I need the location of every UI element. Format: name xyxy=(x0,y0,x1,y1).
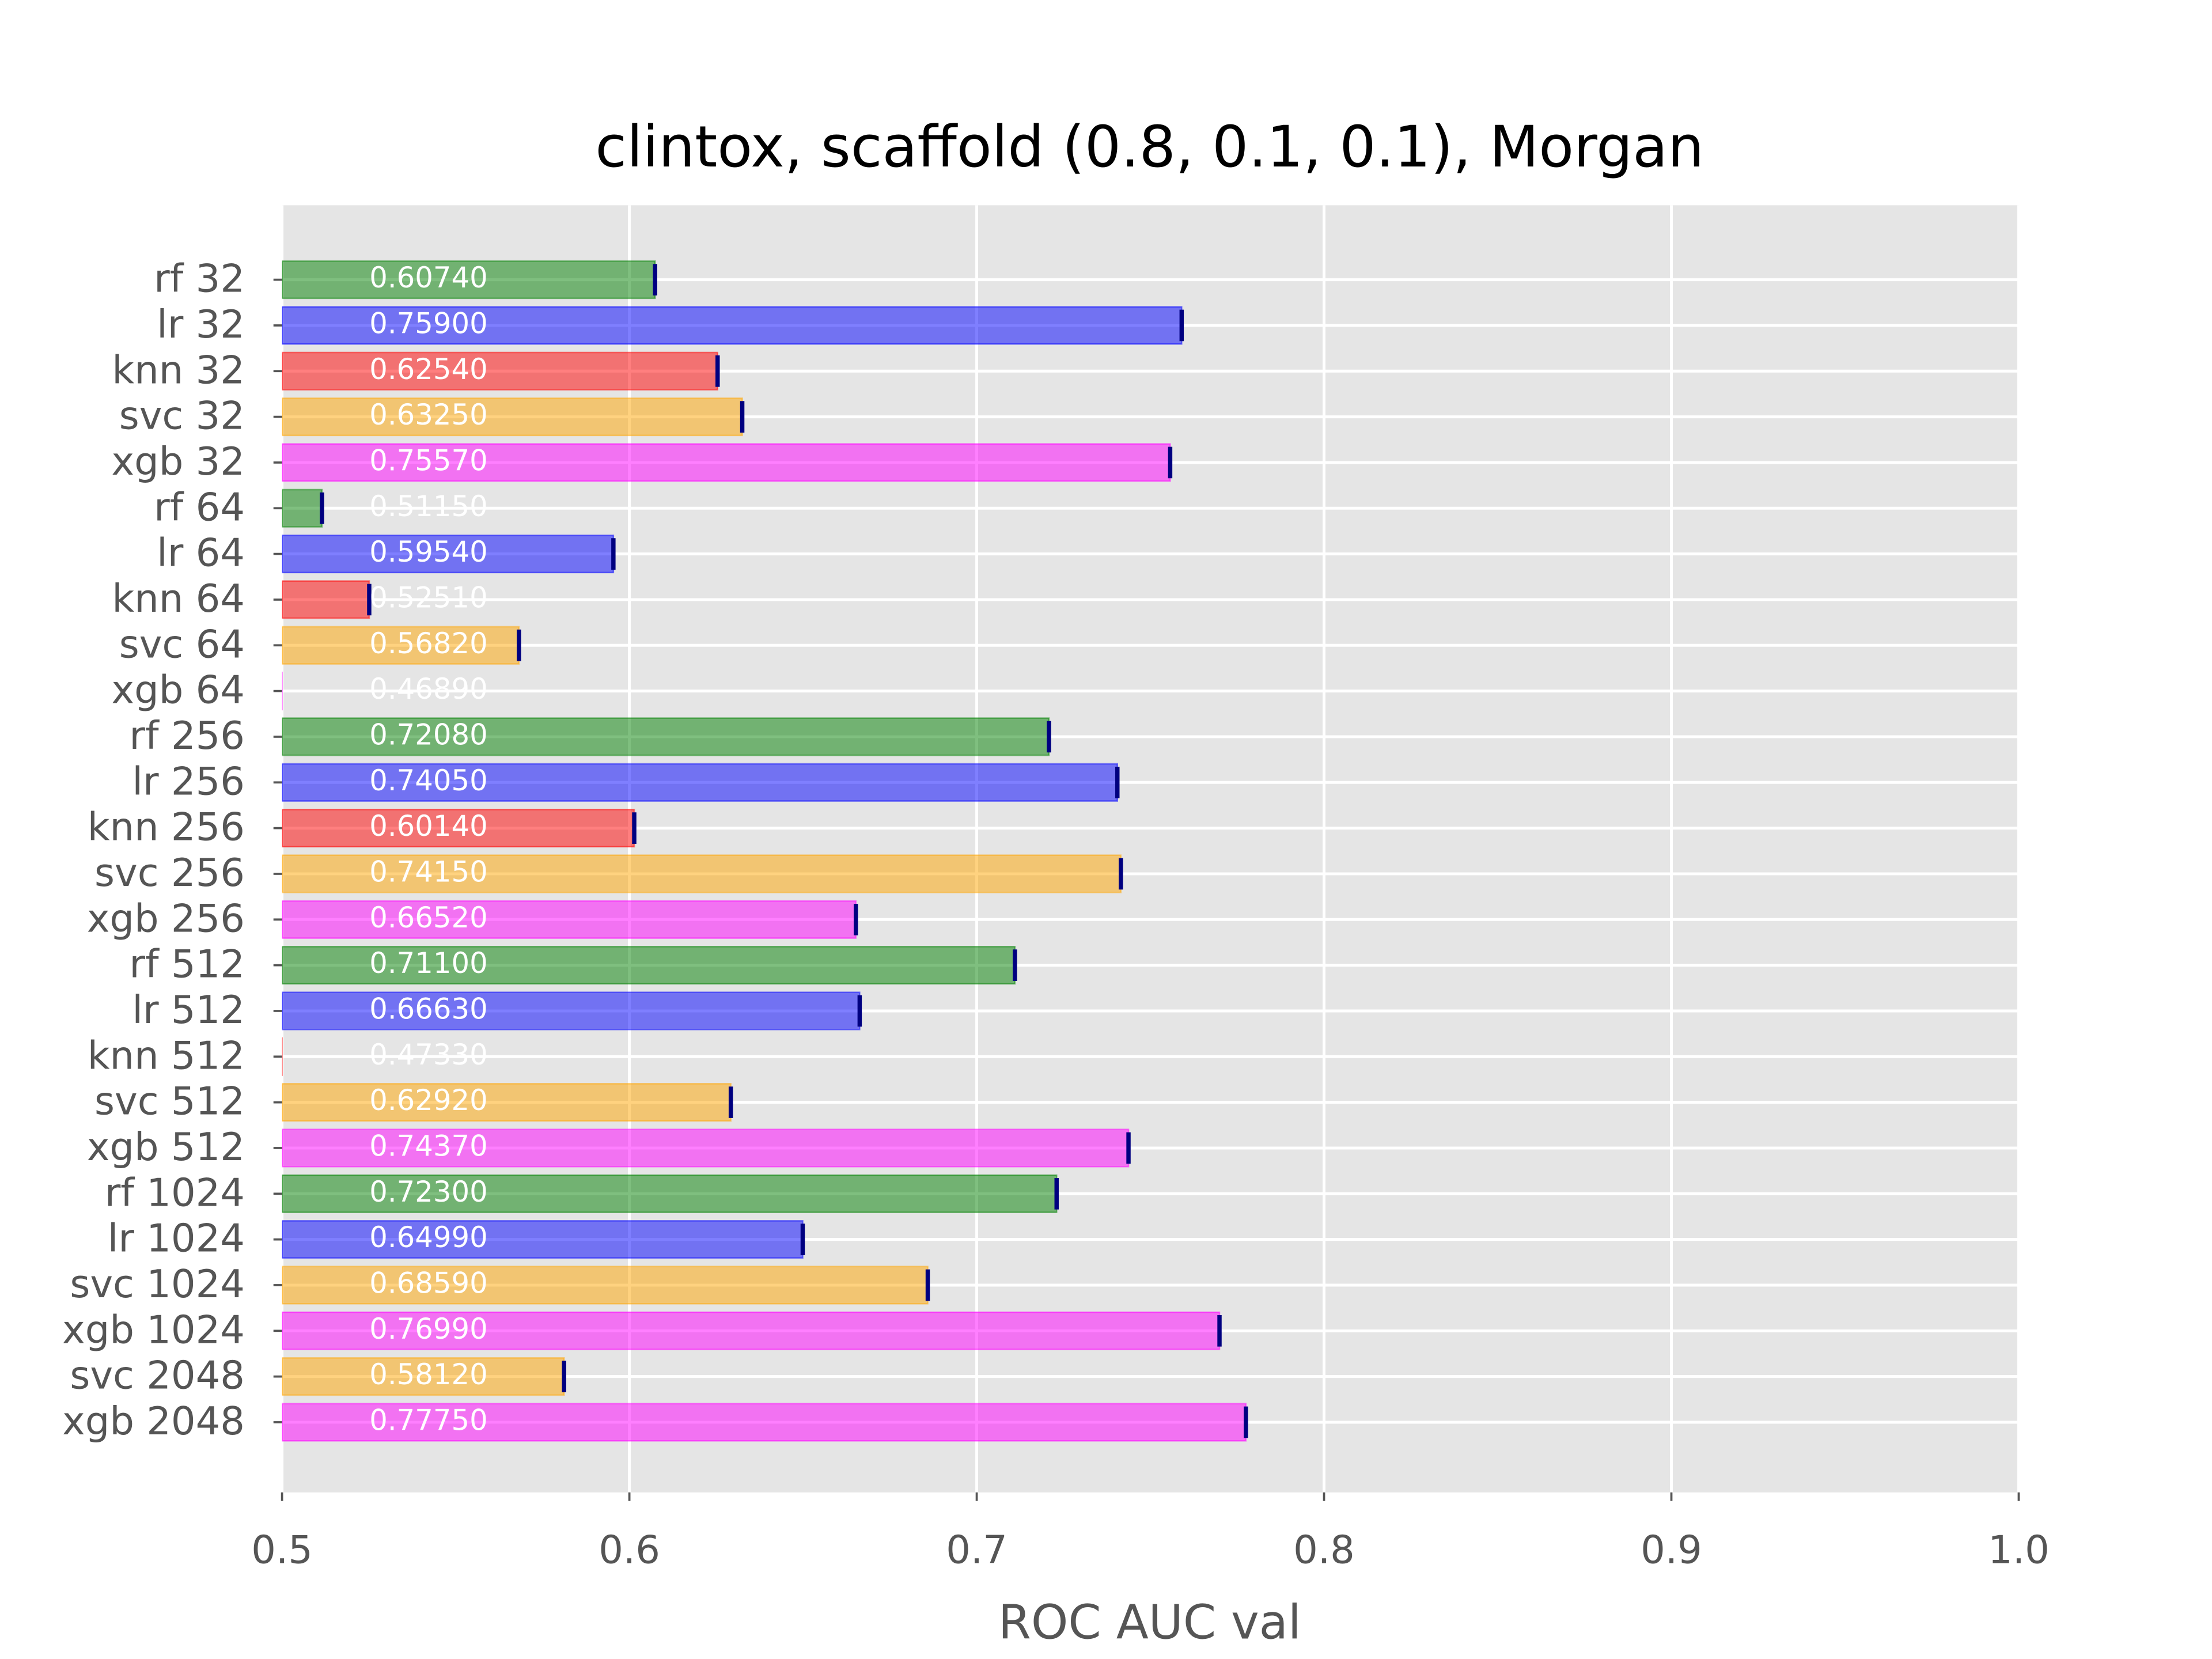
y-tick-label: knn 64 xyxy=(112,576,245,621)
y-tick-label: lr 512 xyxy=(132,987,245,1032)
value-label: 0.58120 xyxy=(369,1358,487,1391)
value-label: 0.68590 xyxy=(369,1266,487,1300)
bar xyxy=(282,900,857,939)
x-tick-label: 0.8 xyxy=(1293,1528,1355,1573)
bar xyxy=(282,1174,1058,1213)
value-label: 0.62540 xyxy=(369,353,487,386)
bar xyxy=(282,809,635,848)
y-tick-label: xgb 1024 xyxy=(62,1307,245,1352)
y-tick-label: lr 1024 xyxy=(108,1216,245,1261)
y-tick-label: svc 2048 xyxy=(70,1353,245,1398)
y-tick-label: knn 512 xyxy=(88,1033,245,1078)
x-tick-label: 0.6 xyxy=(599,1528,660,1573)
value-label: 0.66630 xyxy=(369,992,487,1025)
value-label: 0.72080 xyxy=(369,718,487,751)
value-label: 0.71100 xyxy=(369,946,487,980)
y-tick-label: rf 32 xyxy=(154,256,245,301)
y-tick-label: xgb 32 xyxy=(111,439,245,484)
value-label: 0.77750 xyxy=(369,1403,487,1437)
value-label: 0.62920 xyxy=(369,1084,487,1117)
bar xyxy=(282,488,323,528)
bar xyxy=(282,763,1119,802)
y-tick-label: svc 256 xyxy=(94,850,245,895)
y-tick-label: knn 32 xyxy=(112,347,245,392)
y-tick-label: svc 512 xyxy=(94,1079,245,1124)
y-tick-label: rf 1024 xyxy=(105,1170,245,1215)
bar xyxy=(282,1266,929,1305)
x-tick-label: 0.9 xyxy=(1641,1528,1702,1573)
value-label: 0.59540 xyxy=(369,535,487,569)
bar xyxy=(282,397,743,437)
y-tick-label: rf 512 xyxy=(129,942,245,987)
x-tick-label: 1.0 xyxy=(1988,1528,2050,1573)
y-tick-label: xgb 512 xyxy=(87,1124,245,1169)
value-label: 0.52510 xyxy=(369,581,487,614)
bar xyxy=(282,1220,804,1259)
y-tick-label: rf 256 xyxy=(129,713,245,758)
value-label: 0.75900 xyxy=(369,306,487,340)
bar xyxy=(282,351,718,391)
bar xyxy=(282,626,520,665)
y-tick-label: svc 64 xyxy=(119,622,245,666)
y-tick-label: xgb 256 xyxy=(87,896,245,941)
value-label: 0.72300 xyxy=(369,1175,487,1209)
chart-title: clintox, scaffold (0.8, 0.1, 0.1), Morga… xyxy=(595,114,1704,180)
y-tick-label: svc 32 xyxy=(119,393,245,438)
y-tick-label: lr 32 xyxy=(157,302,245,347)
bar xyxy=(282,717,1050,756)
value-label: 0.60740 xyxy=(369,261,487,294)
x-tick-label: 0.7 xyxy=(946,1528,1007,1573)
x-tick-label: 0.5 xyxy=(251,1528,313,1573)
value-label: 0.56820 xyxy=(369,627,487,660)
y-tick-label: xgb 2048 xyxy=(62,1399,245,1444)
labels: 0.5 0.6 0.7 0.8 0.9 1.0 rf 32 0.60740 lr 32 0.759… xyxy=(62,256,2050,1573)
bar xyxy=(282,991,861,1031)
value-label: 0.46890 xyxy=(369,672,487,706)
y-tick-label: lr 256 xyxy=(132,759,245,804)
y-tick-label: lr 64 xyxy=(157,531,245,575)
y-tick-label: knn 256 xyxy=(88,805,245,850)
value-label: 0.74150 xyxy=(369,855,487,888)
value-label: 0.66520 xyxy=(369,901,487,934)
value-label: 0.47330 xyxy=(369,1038,487,1071)
x-axis-label: ROC AUC val xyxy=(998,1595,1301,1650)
value-label: 0.64990 xyxy=(369,1221,487,1254)
bar xyxy=(282,1083,732,1122)
y-tick-label: rf 64 xyxy=(154,484,245,529)
value-label: 0.60140 xyxy=(369,809,487,843)
y-tick-label: svc 1024 xyxy=(70,1262,245,1306)
value-label: 0.76990 xyxy=(369,1312,487,1346)
bar xyxy=(282,306,1183,345)
value-label: 0.51150 xyxy=(369,490,487,523)
bars xyxy=(282,260,1248,1442)
bar xyxy=(282,260,656,300)
y-tick-label: xgb 64 xyxy=(111,668,245,713)
bar xyxy=(282,1357,565,1396)
value-label: 0.75570 xyxy=(369,444,487,477)
value-label: 0.74050 xyxy=(369,764,487,797)
value-label: 0.74370 xyxy=(369,1129,487,1162)
bar xyxy=(282,580,370,619)
value-label: 0.63250 xyxy=(369,398,487,431)
